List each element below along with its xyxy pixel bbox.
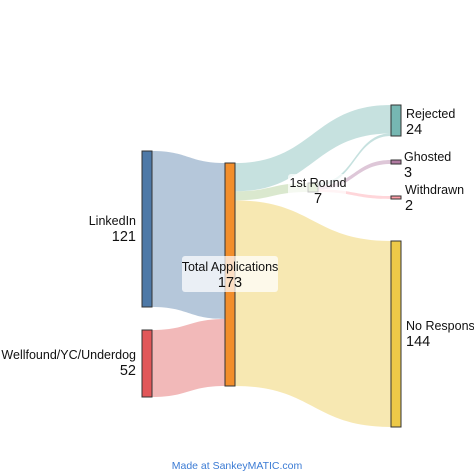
label-bg-first-round [288,174,346,204]
node-wellfound [141,329,153,398]
node-label-first-round: 1st Round [290,176,347,190]
node-value-total: 173 [218,275,242,291]
node-label-linkedin: LinkedIn [89,214,136,228]
node-rejected [390,104,402,137]
flow-total-to-no_response [235,200,391,427]
node-withdrawn [390,195,402,200]
flow-first_round-to-ghosted [318,160,391,190]
node-value-withdrawn: 2 [405,198,413,214]
node-value-ghosted: 3 [404,165,412,181]
label-bg-total [182,256,278,292]
node-linkedin [141,150,153,308]
credit-text: Made at SankeyMATIC.com [172,460,303,472]
node-label-rejected: Rejected [406,107,455,121]
node-label-no-response: No Response [406,319,474,333]
node-label-withdrawn: Withdrawn [405,183,464,197]
node-value-wellfound: 52 [120,363,136,379]
node-value-first-round: 7 [314,191,322,207]
node-label-wellfound: Wellfound/YC/Underdog [1,348,136,362]
node-value-rejected: 24 [406,122,422,138]
flow-wellfound-to-total [152,318,225,397]
node-label-ghosted: Ghosted [404,150,451,164]
flow-total-to-rejected [235,105,391,192]
flow-linkedin-to-total [152,151,225,319]
node-value-no-response: 144 [406,334,430,350]
node-label-total: Total Applications [182,260,279,274]
flow-first_round-to-rejected [318,133,391,186]
node-value-linkedin: 121 [112,229,136,245]
node-ghosted [390,159,402,165]
node-no-response [390,240,402,428]
